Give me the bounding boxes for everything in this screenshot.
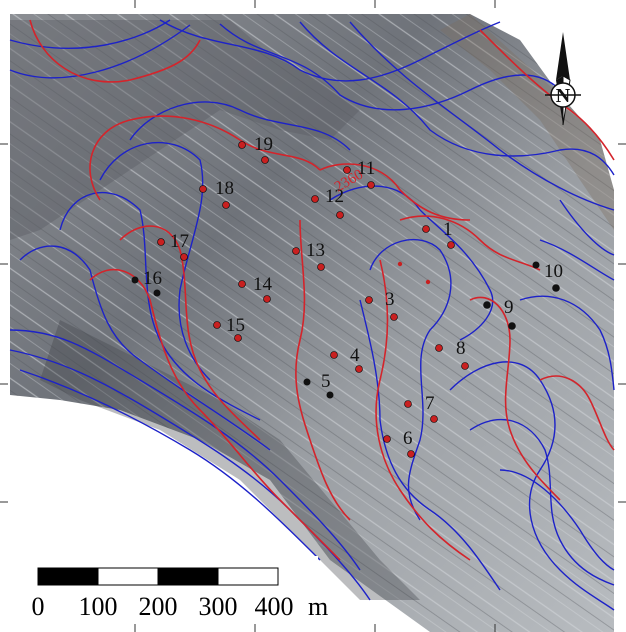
site-19b-marker[interactable] xyxy=(261,156,269,164)
major-contours xyxy=(29,19,615,561)
site-8b-marker[interactable] xyxy=(461,362,469,370)
site-17b-marker[interactable] xyxy=(180,253,188,261)
site-18b-marker[interactable] xyxy=(222,201,230,209)
site-labels: 1 3 4 5 6 7 8 9 10 11 12 13 14 15 16 17 … xyxy=(143,134,563,449)
scale-label-400: 400 xyxy=(255,592,294,621)
site-11-marker[interactable] xyxy=(343,166,351,174)
site-3b-marker[interactable] xyxy=(390,313,398,321)
site-label-15: 15 xyxy=(226,315,245,336)
site-5-marker[interactable] xyxy=(303,378,311,386)
site-label-19: 19 xyxy=(254,134,273,155)
site-12b-marker[interactable] xyxy=(336,211,344,219)
site-label-13: 13 xyxy=(306,240,325,261)
site-9-marker[interactable] xyxy=(483,301,491,309)
site-13b-marker[interactable] xyxy=(317,263,325,271)
site-18-marker[interactable] xyxy=(199,185,207,193)
site-11b-marker[interactable] xyxy=(367,181,375,189)
site-14-marker[interactable] xyxy=(238,280,246,288)
site-16b-marker[interactable] xyxy=(153,289,161,297)
site-10b-marker[interactable] xyxy=(552,284,560,292)
site-2b-marker[interactable] xyxy=(425,279,431,285)
site-label-10: 10 xyxy=(544,261,563,282)
scale-bar-panel xyxy=(18,556,318,624)
site-5b-marker[interactable] xyxy=(326,391,334,399)
site-12-marker[interactable] xyxy=(311,195,319,203)
scale-unit: m xyxy=(308,592,328,621)
site-label-9: 9 xyxy=(504,297,514,318)
scale-label-100: 100 xyxy=(79,592,118,621)
scale-label-0: 0 xyxy=(32,592,45,621)
site-6b-marker[interactable] xyxy=(407,450,415,458)
site-4-marker[interactable] xyxy=(330,351,338,359)
site-label-16: 16 xyxy=(143,268,162,289)
north-arrow-label: N xyxy=(556,85,571,107)
minor-contours xyxy=(9,19,615,611)
site-14b-marker[interactable] xyxy=(263,295,271,303)
site-label-11: 11 xyxy=(357,158,375,179)
north-arrow-icon: N xyxy=(545,32,581,126)
site-label-3: 3 xyxy=(385,289,395,310)
site-label-8: 8 xyxy=(456,338,466,359)
site-label-5: 5 xyxy=(321,371,331,392)
site-10-marker[interactable] xyxy=(532,261,540,269)
site-label-6: 6 xyxy=(403,428,413,449)
site-label-4: 4 xyxy=(350,345,360,366)
site-4b-marker[interactable] xyxy=(355,365,363,373)
scale-label-200: 200 xyxy=(139,592,178,621)
site-label-18: 18 xyxy=(215,178,234,199)
site-7b-marker[interactable] xyxy=(430,415,438,423)
site-label-1: 1 xyxy=(443,219,453,240)
site-7-marker[interactable] xyxy=(404,400,412,408)
site-15b-marker[interactable] xyxy=(234,334,242,342)
scale-bar xyxy=(37,567,279,586)
site-markers xyxy=(131,141,560,458)
site-19-marker[interactable] xyxy=(238,141,246,149)
orthophoto-mosaic xyxy=(10,14,614,632)
site-16-marker[interactable] xyxy=(131,276,139,284)
site-label-7: 7 xyxy=(425,393,435,414)
site-label-17: 17 xyxy=(170,231,189,252)
site-6-marker[interactable] xyxy=(383,435,391,443)
scale-bar-labels: 0 100 200 300 400 m xyxy=(32,592,329,621)
scale-label-300: 300 xyxy=(199,592,238,621)
site-9b-marker[interactable] xyxy=(508,322,516,330)
site-15-marker[interactable] xyxy=(213,321,221,329)
site-3-marker[interactable] xyxy=(365,296,373,304)
site-2-marker[interactable] xyxy=(397,261,403,267)
site-17-marker[interactable] xyxy=(157,238,165,246)
site-1b-marker[interactable] xyxy=(447,241,455,249)
site-label-12: 12 xyxy=(325,186,344,207)
site-1-marker[interactable] xyxy=(422,225,430,233)
site-13-marker[interactable] xyxy=(292,247,300,255)
site-8-marker[interactable] xyxy=(435,344,443,352)
site-label-14: 14 xyxy=(253,274,273,295)
